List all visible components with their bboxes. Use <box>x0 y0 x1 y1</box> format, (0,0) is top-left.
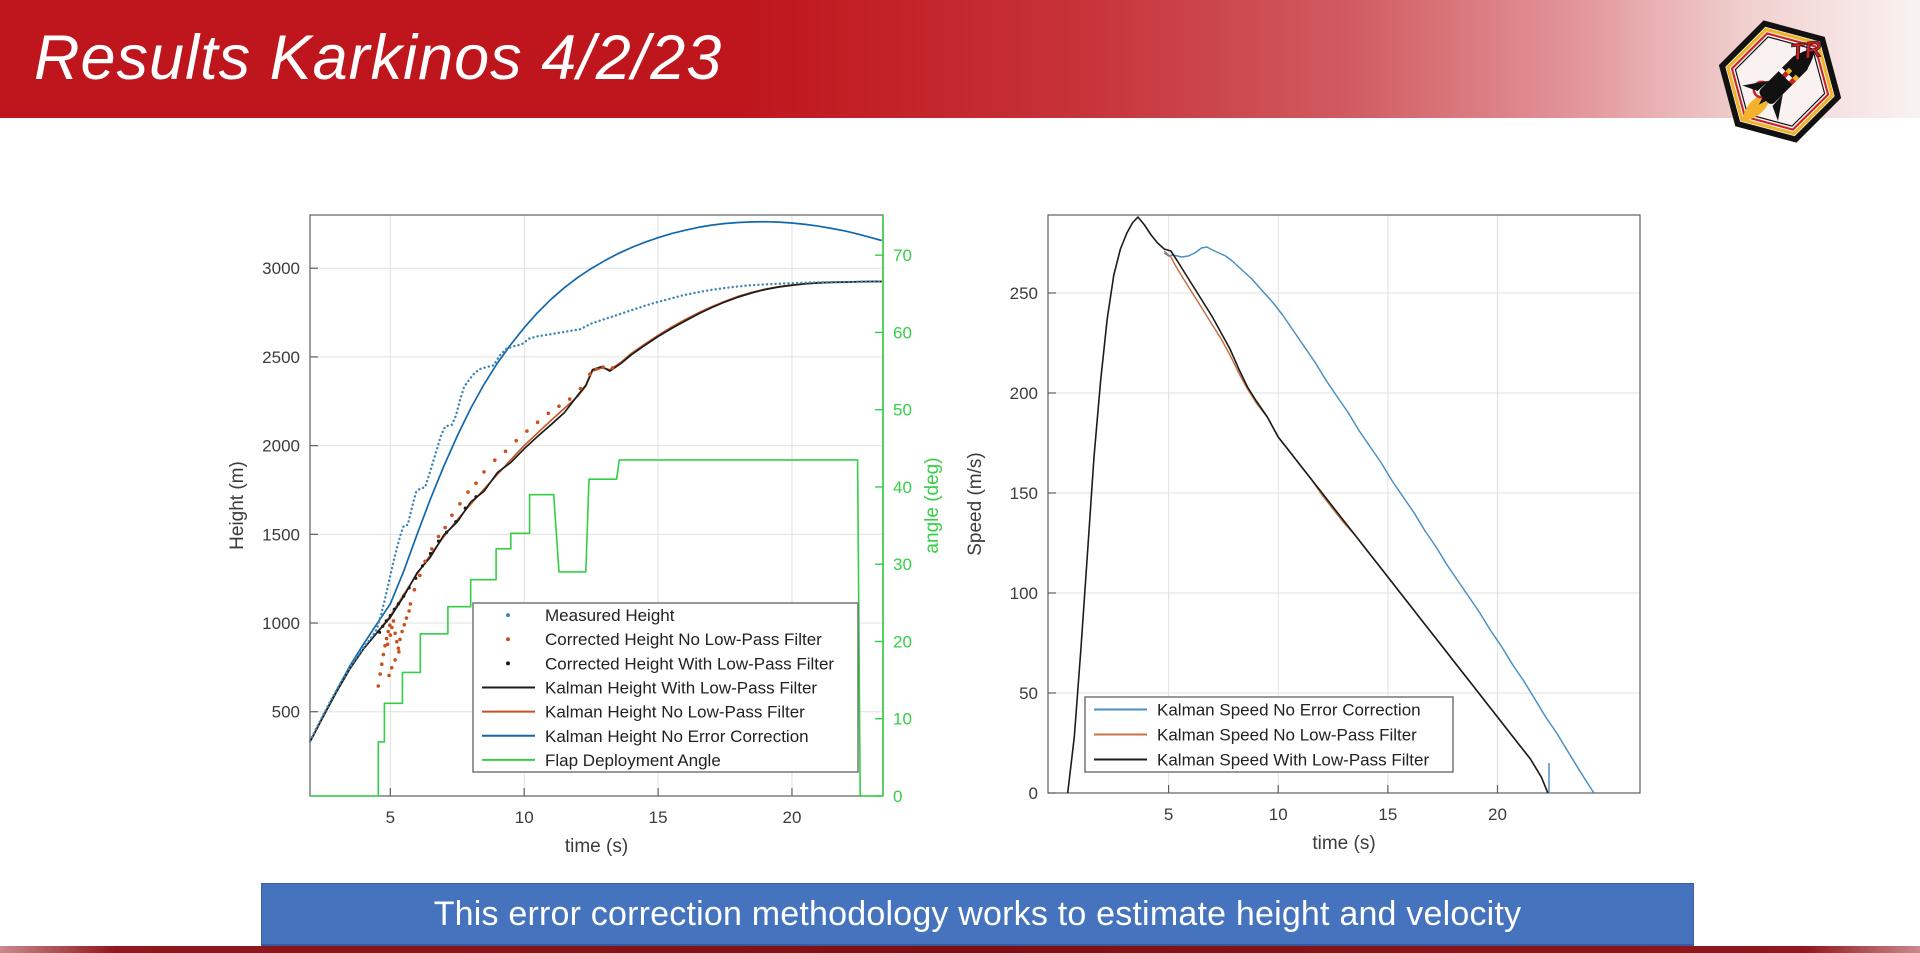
svg-text:50: 50 <box>893 401 912 420</box>
height-chart-ylabel: Height (m) <box>227 461 248 550</box>
svg-text:60: 60 <box>893 323 912 342</box>
rocket-icon <box>1741 49 1814 122</box>
flap-deployment-angle <box>310 459 882 797</box>
svg-text:500: 500 <box>272 703 300 722</box>
svg-text:70: 70 <box>893 246 912 265</box>
speed-chart-xlabel: time (s) <box>1312 833 1375 854</box>
svg-text:2500: 2500 <box>262 348 300 367</box>
height-chart: 5 10 15 20 500 1000 1500 2000 2500 3000 0 10 20 30 40 5… <box>227 214 943 857</box>
svg-text:20: 20 <box>783 808 802 827</box>
svg-text:Kalman Height No Error Correct: Kalman Height No Error Correction <box>545 727 809 746</box>
svg-text:3000: 3000 <box>262 259 300 278</box>
svg-text:100: 100 <box>1010 584 1038 603</box>
svg-text:0: 0 <box>893 787 902 806</box>
svg-text:Kalman Speed No Low-Pass Filte: Kalman Speed No Low-Pass Filter <box>1157 726 1417 745</box>
height-chart-legend: Measured Height Corrected Height No Low-P… <box>472 602 859 773</box>
svg-text:2000: 2000 <box>262 437 300 456</box>
svg-text:Kalman Height With Low-Pass Fi: Kalman Height With Low-Pass Filter <box>545 679 817 698</box>
bottom-accent-strip <box>0 946 1920 953</box>
corrected-height-with-low-pass-dots <box>378 495 478 634</box>
svg-text:10: 10 <box>515 808 534 827</box>
svg-text:Corrected Height No Low-Pass F: Corrected Height No Low-Pass Filter <box>545 630 822 649</box>
speed-chart-ylabel: Speed (m/s) <box>965 452 986 555</box>
svg-text:Measured Height: Measured Height <box>545 606 675 625</box>
height-chart-y2label: angle (deg) <box>922 457 943 553</box>
conclusion-text: This error correction methodology works … <box>433 894 1522 933</box>
svg-text:10: 10 <box>893 710 912 729</box>
corrected-height-no-low-pass-dots <box>376 365 615 688</box>
svg-text:Kalman Speed With Low-Pass Fil: Kalman Speed With Low-Pass Filter <box>1157 751 1429 770</box>
height-chart-ticks: 5 10 15 20 500 1000 1500 2000 2500 3000 0 10 20 30 40 5… <box>262 246 912 827</box>
svg-text:50: 50 <box>1019 684 1038 703</box>
title-banner: Results Karkinos 4/2/23 <box>0 0 1920 118</box>
svg-text:5: 5 <box>386 808 395 827</box>
svg-text:150: 150 <box>1010 484 1038 503</box>
svg-text:0: 0 <box>1029 784 1038 803</box>
measured-height <box>308 280 882 743</box>
svg-text:Kalman Height No Low-Pass Filt: Kalman Height No Low-Pass Filter <box>545 703 805 722</box>
conclusion-banner: This error correction methodology works … <box>261 883 1694 947</box>
svg-text:15: 15 <box>649 808 668 827</box>
svg-text:20: 20 <box>893 632 912 651</box>
svg-text:1500: 1500 <box>262 525 300 544</box>
svg-text:20: 20 <box>1488 805 1507 824</box>
svg-text:15: 15 <box>1378 805 1397 824</box>
svg-text:Corrected Height With Low-Pass: Corrected Height With Low-Pass Filter <box>545 654 834 673</box>
kalman-height-no-error-correction <box>309 220 882 743</box>
slide-title: Results Karkinos 4/2/23 <box>34 23 723 93</box>
logo-letters: TR <box>1789 35 1823 65</box>
height-chart-xlabel: time (s) <box>565 836 628 857</box>
svg-text:Flap Deployment Angle: Flap Deployment Angle <box>545 751 721 770</box>
svg-text:Kalman Speed No Error Correcti: Kalman Speed No Error Correction <box>1157 701 1421 720</box>
speed-chart-plot-box <box>1047 214 1641 794</box>
svg-text:40: 40 <box>893 478 912 497</box>
svg-text:30: 30 <box>893 555 912 574</box>
svg-text:250: 250 <box>1010 284 1038 303</box>
svg-text:5: 5 <box>1164 805 1173 824</box>
tr-rocket-logo: TR <box>1718 20 1842 143</box>
svg-text:200: 200 <box>1010 384 1038 403</box>
kalman-speed-no-error-correction <box>1163 246 1595 794</box>
svg-text:10: 10 <box>1269 805 1288 824</box>
svg-text:1000: 1000 <box>262 614 300 633</box>
kalman-speed-with-low-pass <box>1066 216 1549 794</box>
speed-chart-legend: Kalman Speed No Error Correction Kalman S… <box>1084 696 1454 773</box>
